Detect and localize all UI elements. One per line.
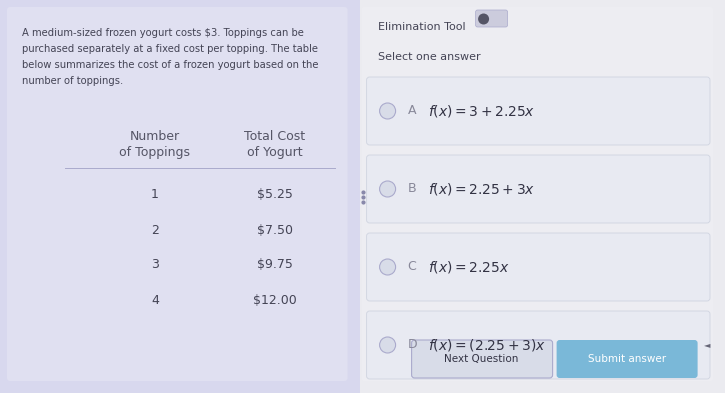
Text: 3: 3 xyxy=(151,259,159,272)
Text: Submit answer: Submit answer xyxy=(587,354,666,364)
Circle shape xyxy=(380,337,396,353)
Text: of Yogurt: of Yogurt xyxy=(247,146,303,159)
FancyBboxPatch shape xyxy=(362,7,713,381)
FancyBboxPatch shape xyxy=(557,340,697,378)
Text: Select one answer: Select one answer xyxy=(378,52,480,62)
Text: Elimination Tool: Elimination Tool xyxy=(378,22,465,32)
Text: number of toppings.: number of toppings. xyxy=(22,76,123,86)
Text: A medium-sized frozen yogurt costs $3. Toppings can be: A medium-sized frozen yogurt costs $3. T… xyxy=(22,28,304,38)
Text: Next Question: Next Question xyxy=(444,354,519,364)
Text: D: D xyxy=(407,338,417,351)
FancyBboxPatch shape xyxy=(367,311,710,379)
Text: Number: Number xyxy=(130,130,180,143)
FancyBboxPatch shape xyxy=(7,7,347,381)
Text: $f(x) = 3 + 2.25x$: $f(x) = 3 + 2.25x$ xyxy=(428,103,535,119)
Text: $9.75: $9.75 xyxy=(257,259,293,272)
FancyBboxPatch shape xyxy=(367,77,710,145)
FancyBboxPatch shape xyxy=(412,340,552,378)
Circle shape xyxy=(380,181,396,197)
Bar xyxy=(0,0,360,393)
Text: Total Cost: Total Cost xyxy=(244,130,305,143)
Bar xyxy=(360,0,725,393)
Text: A: A xyxy=(407,105,416,118)
Text: of Toppings: of Toppings xyxy=(120,146,191,159)
Text: below summarizes the cost of a frozen yogurt based on the: below summarizes the cost of a frozen yo… xyxy=(22,60,318,70)
Text: 2: 2 xyxy=(151,224,159,237)
Text: $12.00: $12.00 xyxy=(253,294,297,307)
FancyBboxPatch shape xyxy=(476,10,508,27)
Text: $f(x) = 2.25x$: $f(x) = 2.25x$ xyxy=(428,259,509,275)
Text: purchased separately at a fixed cost per topping. The table: purchased separately at a fixed cost per… xyxy=(22,44,318,54)
FancyBboxPatch shape xyxy=(367,233,710,301)
Text: $f(x) = 2.25 + 3x$: $f(x) = 2.25 + 3x$ xyxy=(428,181,535,197)
Text: 1: 1 xyxy=(151,189,159,202)
FancyBboxPatch shape xyxy=(367,155,710,223)
Circle shape xyxy=(380,103,396,119)
Text: $f(x) = (2.25 + 3)x$: $f(x) = (2.25 + 3)x$ xyxy=(428,337,546,353)
Text: $5.25: $5.25 xyxy=(257,189,293,202)
Text: B: B xyxy=(407,182,416,195)
Text: C: C xyxy=(407,261,416,274)
Circle shape xyxy=(380,259,396,275)
Text: ◄: ◄ xyxy=(704,340,710,349)
Text: 4: 4 xyxy=(151,294,159,307)
Circle shape xyxy=(478,13,489,24)
Text: $7.50: $7.50 xyxy=(257,224,293,237)
